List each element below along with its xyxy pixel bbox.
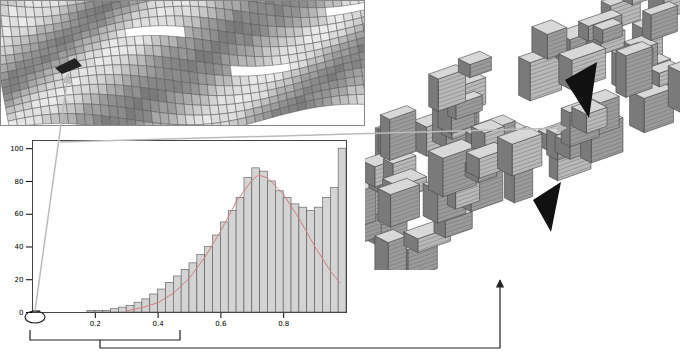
svg-text:40: 40 (15, 243, 24, 251)
svg-text:0.4: 0.4 (153, 320, 165, 328)
svg-text:60: 60 (15, 210, 24, 218)
svg-text:20: 20 (15, 276, 24, 284)
svg-text:80: 80 (15, 178, 24, 186)
svg-text:0.6: 0.6 (215, 320, 227, 328)
svg-text:0: 0 (19, 309, 23, 317)
svg-text:100: 100 (10, 145, 23, 153)
svg-text:0.8: 0.8 (278, 320, 289, 328)
svg-text:0.2: 0.2 (90, 320, 101, 328)
